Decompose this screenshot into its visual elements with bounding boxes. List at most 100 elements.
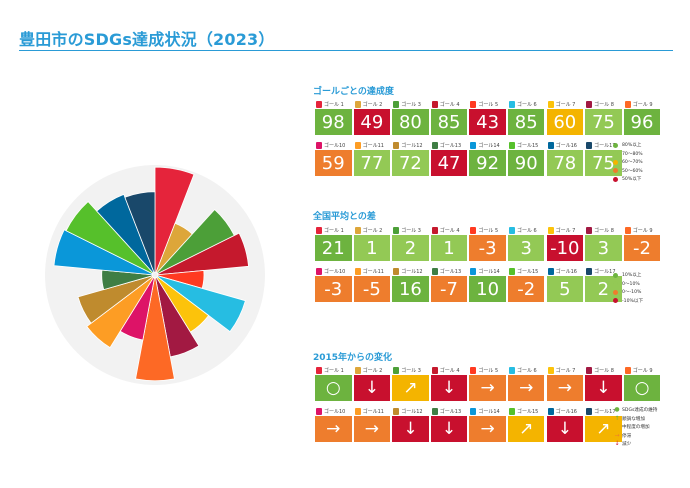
goal-header: ゴール 1 (315, 100, 352, 109)
achievement-value: 98 (315, 109, 352, 135)
goal-8-icon (586, 367, 593, 374)
goal-11-icon (354, 268, 361, 275)
difference-goal-7: ゴール 7 -10 (546, 226, 584, 261)
difference-legend: 10%以上 0～10% 0～-10% -10%以下 (613, 271, 673, 305)
goal-label: ゴール 8 (594, 228, 614, 234)
difference-value: 2 (585, 276, 622, 302)
legend-item: 70～80% (613, 150, 673, 159)
goal-2-icon (354, 227, 361, 234)
change-value: ↓ (546, 416, 584, 442)
goal-header: ゴール 7 (547, 226, 584, 235)
difference-goal-10: ゴール10 -3 (315, 267, 352, 302)
goal-header: ゴール10 (315, 407, 352, 416)
achievement-row-1: ゴール 1 98 ゴール 2 49 ゴール 3 80 ゴール 4 85 ゴール 5 43 ゴール 6… (315, 100, 667, 135)
goal-header: ゴール10 (315, 141, 352, 150)
change-value: ↓ (353, 375, 391, 401)
goal-header: ゴール15 (508, 407, 545, 416)
difference-value: 5 (546, 276, 584, 302)
goal-header: ゴール 5 (469, 226, 506, 235)
goal-label: ゴール14 (478, 269, 500, 275)
goal-16-icon (547, 268, 554, 275)
goal-header: ゴール14 (469, 407, 506, 416)
goal-5-icon (470, 367, 477, 374)
difference-row-2: ゴール10 -3 ゴール11 -5 ゴール12 16 ゴール13 -7 ゴール14 10 ゴール15… (315, 267, 667, 302)
legend-dot-icon (613, 151, 618, 157)
goal-4-icon (431, 227, 438, 234)
goal-header: ゴール14 (469, 141, 506, 150)
difference-grid: ゴール 1 21 ゴール 2 1 ゴール 3 2 ゴール 4 1 ゴール 5 -3 ゴール 6 3 ゴー… (315, 226, 667, 308)
achievement-value: 80 (392, 109, 429, 135)
goal-header: ゴール12 (392, 141, 429, 150)
legend-item: 60～70% (613, 158, 673, 167)
goal-label: ゴール 6 (516, 102, 537, 108)
goal-header: ゴール 3 (392, 366, 429, 375)
legend-label: 0～10% (622, 281, 640, 287)
achievement-heading: ゴールごとの達成度 (313, 87, 394, 97)
difference-value: 2 (392, 235, 429, 261)
legend-item: 80%以上 (613, 141, 673, 150)
change-goal-9: ゴール 9 ○ (623, 366, 661, 401)
achievement-row-2: ゴール10 59 ゴール11 77 ゴール12 72 ゴール13 47 ゴール14 92 ゴール15… (315, 141, 667, 176)
goal-header: ゴール 8 (585, 366, 622, 375)
goal-header: ゴール 6 (508, 100, 545, 109)
goal-label: ゴール13 (439, 143, 462, 149)
goal-header: ゴール11 (354, 267, 391, 276)
difference-goal-1: ゴール 1 21 (315, 226, 352, 261)
goal-header: ゴール 9 (624, 366, 661, 375)
goal-8-icon (586, 227, 593, 234)
goal-11-icon (354, 408, 361, 415)
change-value: ↓ (585, 375, 622, 401)
goal-header: ゴール16 (547, 141, 584, 150)
legend-label: 50%以下 (622, 177, 642, 183)
legend-item: 50～60% (613, 167, 673, 176)
goal-8-icon (586, 101, 593, 108)
goal-label: ゴール17 (594, 409, 616, 415)
achievement-goal-11: ゴール11 77 (353, 141, 391, 176)
legend-symbol-icon: ↗ (614, 423, 620, 431)
goal-13-icon (431, 268, 438, 275)
goal-label: ゴール15 (516, 143, 539, 149)
legend-dot-icon (613, 142, 618, 148)
achievement-value: 85 (507, 109, 545, 135)
achievement-goal-10: ゴール10 59 (315, 141, 352, 176)
goal-15-icon (508, 142, 515, 149)
goal-17-icon (586, 408, 593, 415)
change-heading: 2015年からの変化 (313, 353, 393, 363)
change-row-1: ゴール 1 ○ ゴール 2 ↓ ゴール 3 ↗ ゴール 4 ↓ ゴール 5 → ゴール 6 → ゴール … (315, 366, 667, 401)
change-goal-15: ゴール15 ↗ (507, 407, 545, 442)
goal-16-icon (547, 142, 554, 149)
difference-goal-9: ゴール 9 -2 (623, 226, 661, 261)
goal-header: ゴール 5 (469, 100, 506, 109)
goal-5-icon (470, 101, 477, 108)
goal-label: ゴール 1 (324, 102, 344, 108)
goal-label: ゴール16 (555, 269, 577, 275)
goal-label: ゴール 3 (401, 368, 421, 374)
goal-header: ゴール13 (431, 141, 468, 150)
change-goal-3: ゴール 3 ↗ (392, 366, 429, 401)
legend-label: 停滞 (622, 433, 632, 439)
legend-item: 0～-10% (613, 288, 673, 297)
change-legend: ● SDGs達成の維持 ↑ 順調な増加 ↗ 中程度の増加 → 停滞 ↓ 減少 (613, 406, 673, 449)
legend-dot-icon (613, 176, 618, 182)
goal-12-icon (393, 408, 400, 415)
legend-label: 70～80% (622, 151, 643, 157)
goal-1-icon (316, 367, 322, 374)
goal-3-icon (393, 227, 400, 234)
difference-goal-17: ゴール17 2 (585, 267, 622, 302)
legend-item: ● SDGs達成の維持 (613, 406, 673, 415)
goal-7-icon (547, 367, 554, 374)
achievement-grid: ゴール 1 98 ゴール 2 49 ゴール 3 80 ゴール 4 85 ゴール 5 43 ゴール 6… (315, 100, 667, 182)
goal-10-icon (316, 268, 322, 275)
change-goal-14: ゴール14 → (469, 407, 506, 442)
goal-header: ゴール 8 (585, 226, 622, 235)
goal-14-icon (470, 142, 477, 149)
difference-goal-16: ゴール16 5 (546, 267, 584, 302)
achievement-goal-2: ゴール 2 49 (353, 100, 391, 135)
change-value: ↓ (430, 375, 468, 401)
legend-label: 0～-10% (622, 290, 642, 296)
difference-goal-13: ゴール13 -7 (430, 267, 468, 302)
goal-label: ゴール10 (324, 409, 346, 415)
goal-header: ゴール 5 (469, 366, 506, 375)
